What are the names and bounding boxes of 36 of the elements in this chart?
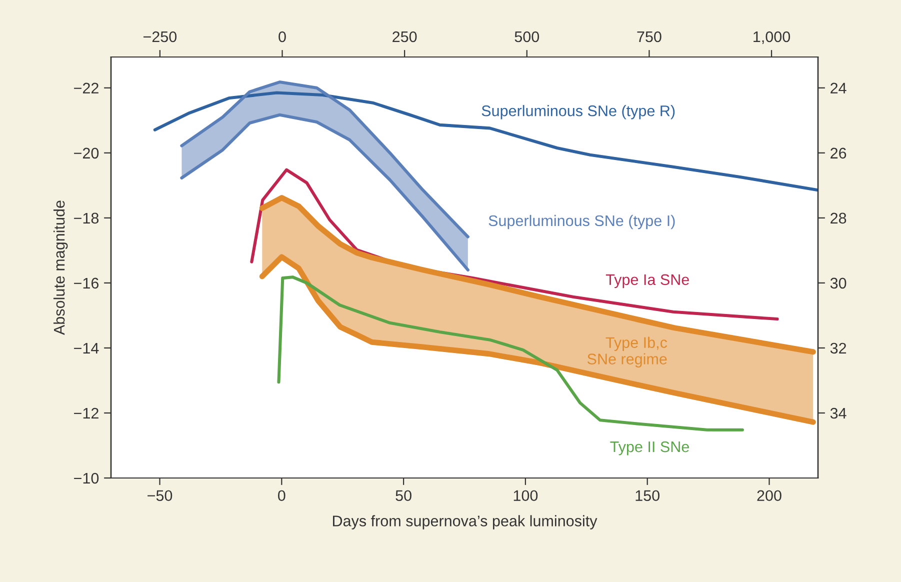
- line-series: [180, 113, 470, 272]
- y-tick-label: −20: [74, 148, 99, 159]
- y-tick-label: −18: [74, 212, 99, 224]
- y2-tick-label: 30: [830, 278, 846, 289]
- series-label: Superluminous SNe (type R): [482, 105, 675, 120]
- x2-tick-label: 1,000: [754, 31, 790, 44]
- y2-tick-label: 24: [830, 82, 846, 94]
- x2-tick-label: 0: [278, 31, 286, 42]
- x2-tick-label: 500: [514, 31, 540, 42]
- x-tick-label: 200: [757, 490, 782, 502]
- x-axis-title: Days from supernova’s peak luminosity: [333, 515, 598, 530]
- line-series: [153, 91, 818, 192]
- y-tick-label: −10: [74, 472, 99, 484]
- line-series: [180, 80, 470, 238]
- x-tick-label: 100: [514, 490, 538, 502]
- y2-tick-label: 26: [830, 148, 846, 159]
- x-tick-label: 0: [278, 490, 286, 502]
- y-tick-label: −14: [74, 342, 99, 354]
- series-label: Type Ib,c SNe regime: [587, 336, 668, 368]
- x-tick-label: −50: [148, 490, 172, 502]
- series-label: Type II SNe: [610, 441, 689, 456]
- y-axis-title: Absolute magnitude: [53, 200, 68, 335]
- y2-tick-label: 32: [830, 342, 846, 354]
- x-tick-label: 50: [396, 490, 412, 502]
- series-label: Type Ia SNe: [606, 274, 689, 288]
- y-tick-label: −12: [74, 408, 98, 419]
- y-tick-label: −22: [74, 82, 98, 94]
- series-label: Superluminous SNe (type I): [488, 214, 675, 230]
- x2-tick-label: 250: [392, 31, 417, 42]
- x2-tick-label: 750: [637, 31, 662, 42]
- line-series: [277, 276, 744, 432]
- x-tick-label: 150: [636, 490, 660, 502]
- y2-tick-label: 28: [830, 212, 846, 224]
- x2-tick-label: −250: [143, 31, 177, 42]
- y2-tick-label: 34: [830, 408, 846, 419]
- y-tick-label: −16: [74, 278, 99, 289]
